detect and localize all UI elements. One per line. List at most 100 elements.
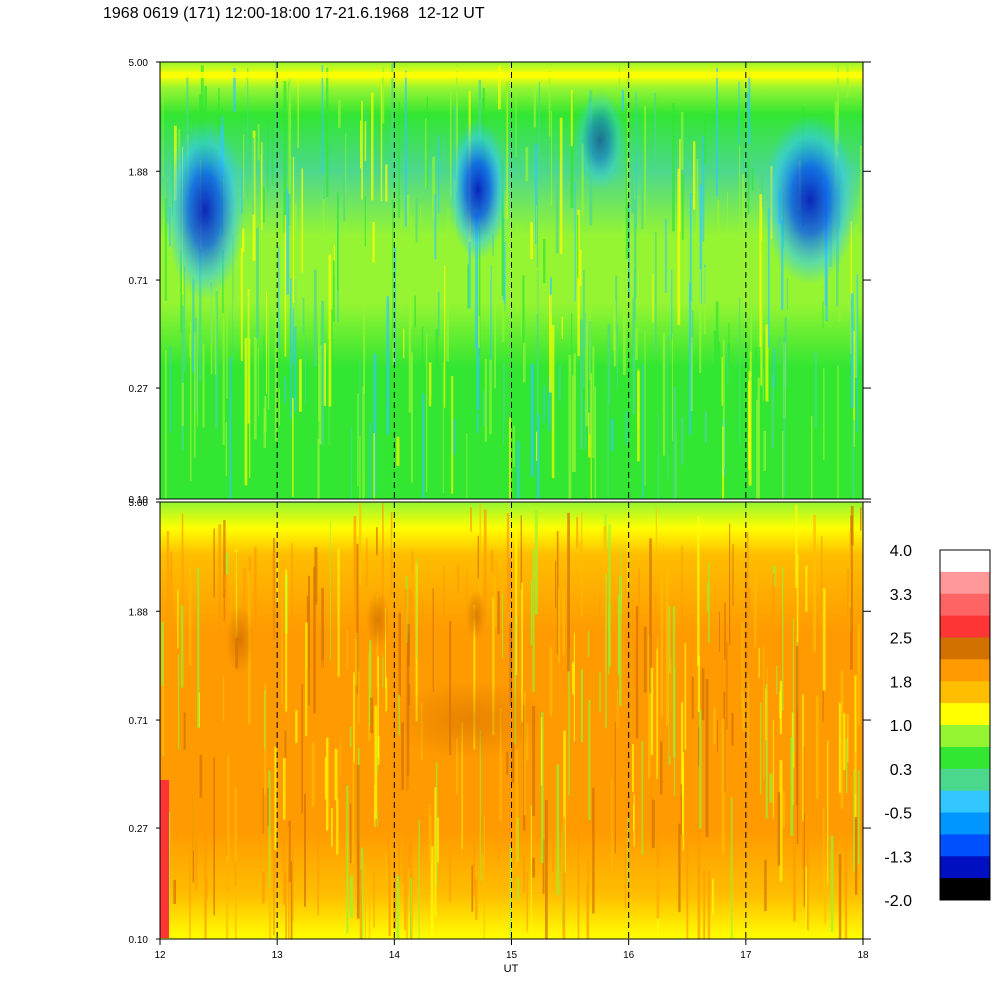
texture-streak [357,670,360,725]
texture-streak [766,666,768,741]
texture-streak [567,512,570,672]
texture-streak [183,712,186,750]
texture-streak [162,86,164,177]
texture-streak [386,296,390,435]
texture-streak [729,523,731,645]
texture-streak [338,99,341,128]
texture-streak [568,355,572,499]
y-tick-label: 0.10 [129,495,149,506]
texture-streak [627,512,629,591]
texture-streak [476,412,479,434]
texture-streak [857,623,861,725]
texture-streak [747,673,750,755]
colorbar-swatch [940,878,990,901]
texture-streak [747,92,749,113]
texture-streak [556,682,559,717]
texture-streak [671,269,673,340]
texture-streak [267,787,269,826]
texture-streak [360,120,362,169]
texture-streak [682,752,685,851]
texture-streak [242,228,245,253]
texture-streak [313,566,316,714]
texture-streak [173,879,176,904]
texture-streak [481,854,484,882]
texture-streak [698,727,700,767]
texture-streak [556,531,559,655]
texture-streak [608,524,611,667]
texture-streak [297,78,299,148]
texture-streak [534,510,538,615]
texture-streak [192,790,194,852]
texture-streak [550,111,553,207]
texture-streak [530,805,532,932]
texture-streak [225,422,227,476]
texture-streak [352,759,355,864]
texture-streak [418,819,420,939]
texture-streak [762,368,764,402]
texture-streak [193,332,196,459]
texture-streak [854,675,857,818]
texture-streak [748,371,752,486]
texture-streak [231,613,234,746]
texture-streak [704,411,707,444]
texture-streak [404,588,407,659]
texture-streak [225,781,229,893]
texture-streak [377,656,379,758]
texture-streak [444,265,446,408]
texture-streak [783,337,786,497]
texture-streak [430,846,434,939]
texture-streak [673,386,677,499]
texture-streak [655,232,657,355]
texture-streak [708,562,710,644]
texture-streak [404,70,407,227]
texture-streak [786,278,789,310]
y-tick-label: 0.27 [129,384,149,395]
colorbar-label: -1.3 [884,849,912,866]
texture-streak [415,558,417,660]
texture-streak [629,637,632,731]
x-tick-label: 18 [857,950,869,961]
texture-streak [696,159,699,280]
texture-streak [724,602,726,660]
bottom-panel-texture [161,502,862,939]
texture-streak [476,342,480,411]
texture-streak [536,270,539,415]
texture-streak [542,839,545,894]
bottom-red-streak [160,780,169,938]
texture-streak [506,513,510,613]
texture-streak [414,295,416,328]
texture-streak [543,385,545,423]
texture-streak [442,133,444,175]
texture-streak [356,764,360,919]
colorbar-swatch [940,550,990,573]
texture-streak [353,672,355,764]
texture-streak [475,213,479,349]
texture-streak [712,878,714,915]
texture-streak [599,672,601,713]
texture-streak [346,629,348,670]
texture-streak [195,828,198,891]
texture-streak [789,385,791,499]
texture-streak [339,737,341,778]
texture-streak [525,146,529,182]
texture-streak [482,391,485,426]
texture-streak [366,537,368,586]
texture-streak [202,343,205,428]
texture-streak [234,787,237,939]
texture-streak [181,305,184,450]
texture-streak [816,696,819,799]
texture-streak [759,702,762,795]
texture-streak [453,418,456,455]
texture-streak [431,397,433,499]
texture-streak [655,661,658,795]
colorbar-swatch [940,615,990,638]
texture-streak [364,195,366,247]
texture-streak [633,199,637,299]
texture-streak [767,207,770,348]
texture-streak [838,854,842,939]
texture-streak [589,321,591,435]
texture-streak [579,249,582,287]
texture-streak [706,582,708,612]
texture-streak [763,646,765,780]
texture-streak [779,690,782,719]
